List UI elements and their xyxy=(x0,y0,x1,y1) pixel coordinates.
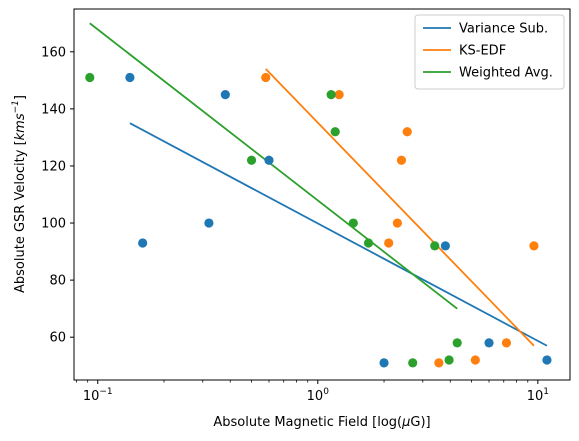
data-point-2-3 xyxy=(330,127,340,137)
legend-label-1: KS-EDF xyxy=(459,44,506,59)
data-point-1-3 xyxy=(392,218,402,228)
data-point-1-1 xyxy=(334,90,344,100)
legend-label-0: Variance Sub. xyxy=(459,22,548,37)
fit-line-1 xyxy=(265,68,535,347)
data-point-0-2 xyxy=(204,218,214,228)
data-point-1-4 xyxy=(396,155,407,165)
legend-box xyxy=(414,14,565,90)
data-point-2-1 xyxy=(246,155,257,165)
data-point-0-6 xyxy=(440,241,450,251)
data-point-2-6 xyxy=(408,358,418,368)
data-point-1-5 xyxy=(402,127,412,137)
y-axis-ticks: 60 80 100 120 140 160 xyxy=(41,45,74,346)
y-tick-label-2: 100 xyxy=(41,217,66,232)
data-point-1-6 xyxy=(434,358,444,368)
data-point-2-5 xyxy=(363,238,374,248)
data-point-0-8 xyxy=(542,355,552,365)
data-point-1-9 xyxy=(529,241,539,251)
x-axis-ticks: 10−1 100 101 xyxy=(76,380,549,404)
y-tick-label-3: 120 xyxy=(41,159,66,174)
data-point-0-4 xyxy=(264,155,274,165)
scatter-points xyxy=(85,72,552,368)
plot-frame xyxy=(73,8,571,381)
x-tick-label-1: 100 xyxy=(307,387,330,404)
data-point-1-2 xyxy=(384,238,394,248)
x-tick-label-2: 101 xyxy=(527,387,549,404)
x-axis-label: Absolute Magnetic Field [log(μG)] xyxy=(213,415,430,430)
data-point-2-8 xyxy=(444,355,454,365)
legend-label-2: Weighted Avg. xyxy=(459,66,553,81)
y-tick-label-5: 160 xyxy=(41,45,66,60)
fit-lines xyxy=(89,22,548,347)
data-point-2-9 xyxy=(452,338,462,348)
fit-line-0 xyxy=(129,122,548,347)
data-point-2-0 xyxy=(85,72,95,83)
data-point-1-7 xyxy=(470,355,480,365)
y-axis-label: Absolute GSR Velocity [kms−1] xyxy=(11,95,28,293)
data-point-2-2 xyxy=(326,90,336,100)
y-tick-label-4: 140 xyxy=(41,102,66,117)
data-point-2-7 xyxy=(430,241,440,251)
data-point-0-0 xyxy=(125,72,135,83)
data-point-1-0 xyxy=(261,72,271,83)
data-point-1-8 xyxy=(501,338,512,348)
data-point-2-4 xyxy=(348,218,358,228)
y-tick-label-0: 60 xyxy=(49,331,66,346)
data-point-0-7 xyxy=(484,338,494,348)
y-tick-label-1: 80 xyxy=(49,274,66,289)
fit-line-2 xyxy=(89,22,458,310)
data-point-0-3 xyxy=(220,90,230,100)
data-point-0-1 xyxy=(138,238,148,248)
data-point-0-5 xyxy=(379,358,389,368)
legend: Variance Sub. KS-EDF Weighted Avg. xyxy=(414,14,565,90)
x-tick-label-0: 10−1 xyxy=(83,387,113,404)
